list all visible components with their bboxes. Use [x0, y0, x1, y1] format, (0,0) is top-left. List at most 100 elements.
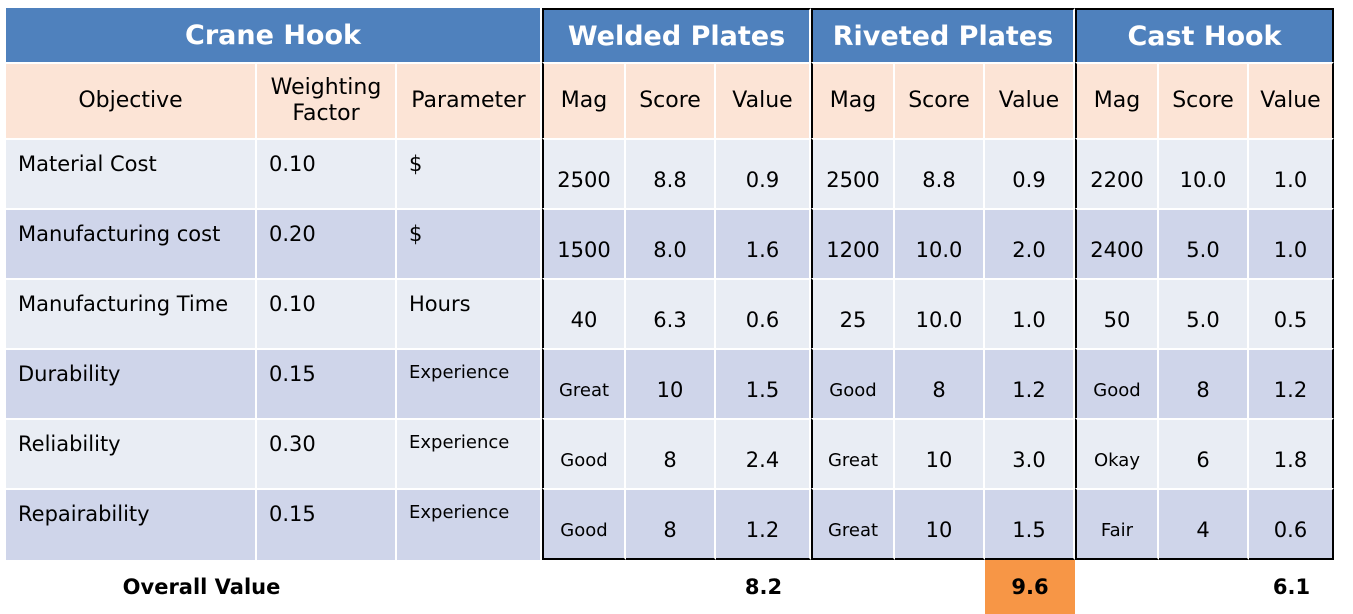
weight-cell: 0.10 — [257, 138, 397, 208]
parameter-cell: Experience — [397, 418, 542, 488]
group-cast-hook: Cast Hook — [1075, 8, 1334, 62]
cast-mag-cell: Okay — [1075, 418, 1159, 488]
header-cast-mag: Mag — [1075, 62, 1159, 138]
welded-score-cell: 6.3 — [626, 278, 716, 348]
welded-value-cell: 2.4 — [716, 418, 811, 488]
welded-mag-cell: 2500 — [542, 138, 626, 208]
table-row: Manufacturing cost 0.20 $ 1500 8.0 1.6 1… — [6, 208, 1334, 278]
riveted-score-cell: 10.0 — [895, 278, 985, 348]
header-welded-mag: Mag — [542, 62, 626, 138]
riveted-score-cell: 10.0 — [895, 208, 985, 278]
objective-cell: Repairability — [6, 488, 257, 560]
welded-score-cell: 8 — [626, 488, 716, 560]
weight-cell: 0.20 — [257, 208, 397, 278]
parameter-cell: Experience — [397, 488, 542, 560]
weight-cell: 0.15 — [257, 488, 397, 560]
welded-value-cell: 1.5 — [716, 348, 811, 418]
welded-score-cell: 8 — [626, 418, 716, 488]
riveted-score-cell: 8 — [895, 348, 985, 418]
header-parameter: Parameter — [397, 62, 542, 138]
cast-value-cell: 1.2 — [1249, 348, 1334, 418]
parameter-cell: $ — [397, 138, 542, 208]
riveted-value-cell: 3.0 — [985, 418, 1075, 488]
cast-mag-cell: Good — [1075, 348, 1159, 418]
header-weighting-factor: Weighting Factor — [257, 62, 397, 138]
riveted-mag-cell: Good — [811, 348, 895, 418]
group-welded-plates: Welded Plates — [542, 8, 811, 62]
cast-score-cell: 4 — [1159, 488, 1249, 560]
table-row: Durability 0.15 Experience Great 10 1.5 … — [6, 348, 1334, 418]
objective-cell: Manufacturing cost — [6, 208, 257, 278]
cast-value-cell: 1.0 — [1249, 138, 1334, 208]
welded-mag-cell: 1500 — [542, 208, 626, 278]
riveted-score-cell: 10 — [895, 488, 985, 560]
welded-mag-cell: Good — [542, 418, 626, 488]
header-cast-value: Value — [1249, 62, 1334, 138]
parameter-cell: Experience — [397, 348, 542, 418]
decision-matrix-table: Crane Hook Welded Plates Riveted Plates … — [6, 8, 1334, 614]
cast-score-cell: 5.0 — [1159, 278, 1249, 348]
welded-value-cell: 1.6 — [716, 208, 811, 278]
header-cast-score: Score — [1159, 62, 1249, 138]
group-riveted-plates: Riveted Plates — [811, 8, 1075, 62]
objective-cell: Material Cost — [6, 138, 257, 208]
riveted-value-cell: 1.2 — [985, 348, 1075, 418]
welded-score-cell: 8.8 — [626, 138, 716, 208]
overall-value-row: Overall Value 8.2 9.6 6.1 — [6, 560, 1334, 614]
group-header-row: Crane Hook Welded Plates Riveted Plates … — [6, 8, 1334, 62]
header-objective: Objective — [6, 62, 257, 138]
riveted-mag-cell: 1200 — [811, 208, 895, 278]
welded-value-cell: 0.9 — [716, 138, 811, 208]
parameter-cell: $ — [397, 208, 542, 278]
overall-riveted-value: 9.6 — [985, 560, 1075, 614]
cast-value-cell: 1.0 — [1249, 208, 1334, 278]
cast-value-cell: 0.6 — [1249, 488, 1334, 560]
welded-value-cell: 0.6 — [716, 278, 811, 348]
cast-score-cell: 10.0 — [1159, 138, 1249, 208]
weight-cell: 0.30 — [257, 418, 397, 488]
cast-mag-cell: 2200 — [1075, 138, 1159, 208]
welded-mag-cell: 40 — [542, 278, 626, 348]
overall-welded-value: 8.2 — [716, 560, 811, 614]
decision-matrix: Crane Hook Welded Plates Riveted Plates … — [6, 8, 1334, 614]
riveted-value-cell: 0.9 — [985, 138, 1075, 208]
cast-value-cell: 1.8 — [1249, 418, 1334, 488]
cast-score-cell: 6 — [1159, 418, 1249, 488]
riveted-value-cell: 1.0 — [985, 278, 1075, 348]
riveted-score-cell: 8.8 — [895, 138, 985, 208]
cast-mag-cell: Fair — [1075, 488, 1159, 560]
table-row: Material Cost 0.10 $ 2500 8.8 0.9 2500 8… — [6, 138, 1334, 208]
overall-value-label: Overall Value — [6, 560, 397, 614]
header-riveted-value: Value — [985, 62, 1075, 138]
objective-cell: Reliability — [6, 418, 257, 488]
column-header-row: Objective Weighting Factor Parameter Mag… — [6, 62, 1334, 138]
welded-mag-cell: Good — [542, 488, 626, 560]
welded-score-cell: 10 — [626, 348, 716, 418]
parameter-cell: Hours — [397, 278, 542, 348]
weight-cell: 0.10 — [257, 278, 397, 348]
weight-cell: 0.15 — [257, 348, 397, 418]
riveted-mag-cell: 25 — [811, 278, 895, 348]
table-row: Manufacturing Time 0.10 Hours 40 6.3 0.6… — [6, 278, 1334, 348]
objective-cell: Manufacturing Time — [6, 278, 257, 348]
cast-score-cell: 5.0 — [1159, 208, 1249, 278]
group-crane-hook: Crane Hook — [6, 8, 542, 62]
cast-mag-cell: 2400 — [1075, 208, 1159, 278]
cast-value-cell: 0.5 — [1249, 278, 1334, 348]
riveted-value-cell: 2.0 — [985, 208, 1075, 278]
objective-cell: Durability — [6, 348, 257, 418]
header-riveted-score: Score — [895, 62, 985, 138]
overall-cast-value: 6.1 — [1249, 560, 1334, 614]
table-row: Reliability 0.30 Experience Good 8 2.4 G… — [6, 418, 1334, 488]
welded-score-cell: 8.0 — [626, 208, 716, 278]
cast-mag-cell: 50 — [1075, 278, 1159, 348]
table-row: Repairability 0.15 Experience Good 8 1.2… — [6, 488, 1334, 560]
riveted-mag-cell: 2500 — [811, 138, 895, 208]
cast-score-cell: 8 — [1159, 348, 1249, 418]
riveted-value-cell: 1.5 — [985, 488, 1075, 560]
riveted-mag-cell: Great — [811, 488, 895, 560]
riveted-mag-cell: Great — [811, 418, 895, 488]
header-welded-value: Value — [716, 62, 811, 138]
riveted-score-cell: 10 — [895, 418, 985, 488]
header-welded-score: Score — [626, 62, 716, 138]
